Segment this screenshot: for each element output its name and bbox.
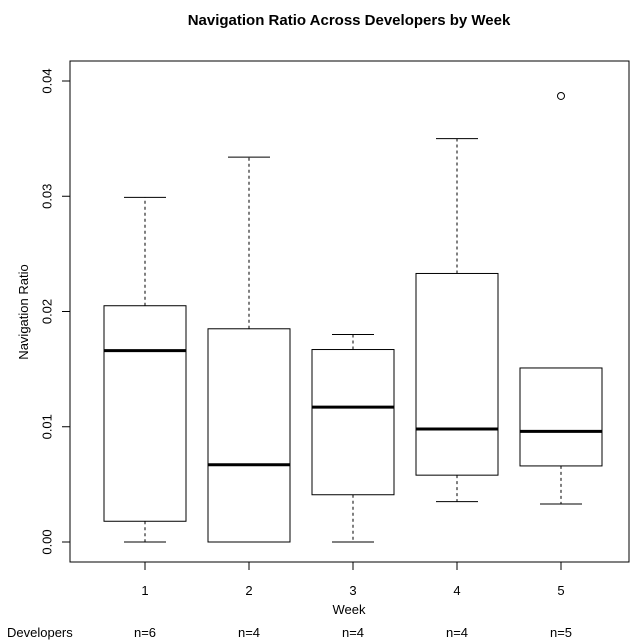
chart-title: Navigation Ratio Across Developers by We… xyxy=(188,12,511,29)
box-week-4 xyxy=(415,138,499,503)
x-tick-label: 2 xyxy=(245,583,252,598)
developer-count: n=4 xyxy=(342,625,364,640)
box-week-2 xyxy=(207,156,291,543)
x-axis: 1 2 3 4 5 xyxy=(141,561,565,598)
x-tick-label: 5 xyxy=(557,583,564,598)
x-tick-label: 1 xyxy=(141,583,148,598)
y-tick-label: 0.01 xyxy=(39,414,54,439)
outlier-point xyxy=(557,91,565,100)
y-axis: 0.00 0.01 0.02 0.03 0.04 xyxy=(39,68,71,555)
box-week-1 xyxy=(103,196,187,543)
box-iqr xyxy=(519,367,603,467)
y-tick-label: 0.00 xyxy=(39,529,54,554)
developer-counts: Developers n=6 n=4 n=4 n=4 n=5 xyxy=(7,625,572,640)
x-tick-label: 3 xyxy=(349,583,356,598)
box-iqr xyxy=(103,305,187,522)
developer-count: n=5 xyxy=(550,625,572,640)
developer-count: n=4 xyxy=(238,625,260,640)
y-tick-label: 0.04 xyxy=(39,68,54,93)
y-tick-label: 0.03 xyxy=(39,184,54,209)
developer-count: n=4 xyxy=(446,625,468,640)
developer-count: n=6 xyxy=(134,625,156,640)
box-iqr xyxy=(415,272,499,476)
box-series xyxy=(103,91,603,543)
box-week-5 xyxy=(519,91,603,505)
developers-label: Developers xyxy=(7,625,73,640)
y-tick-label: 0.02 xyxy=(39,299,54,324)
y-axis-label: Navigation Ratio xyxy=(16,264,31,359)
x-tick-label: 4 xyxy=(453,583,460,598)
box-iqr xyxy=(311,349,395,496)
box-week-3 xyxy=(311,334,395,543)
x-axis-label: Week xyxy=(333,602,366,617)
box-iqr xyxy=(207,328,291,543)
